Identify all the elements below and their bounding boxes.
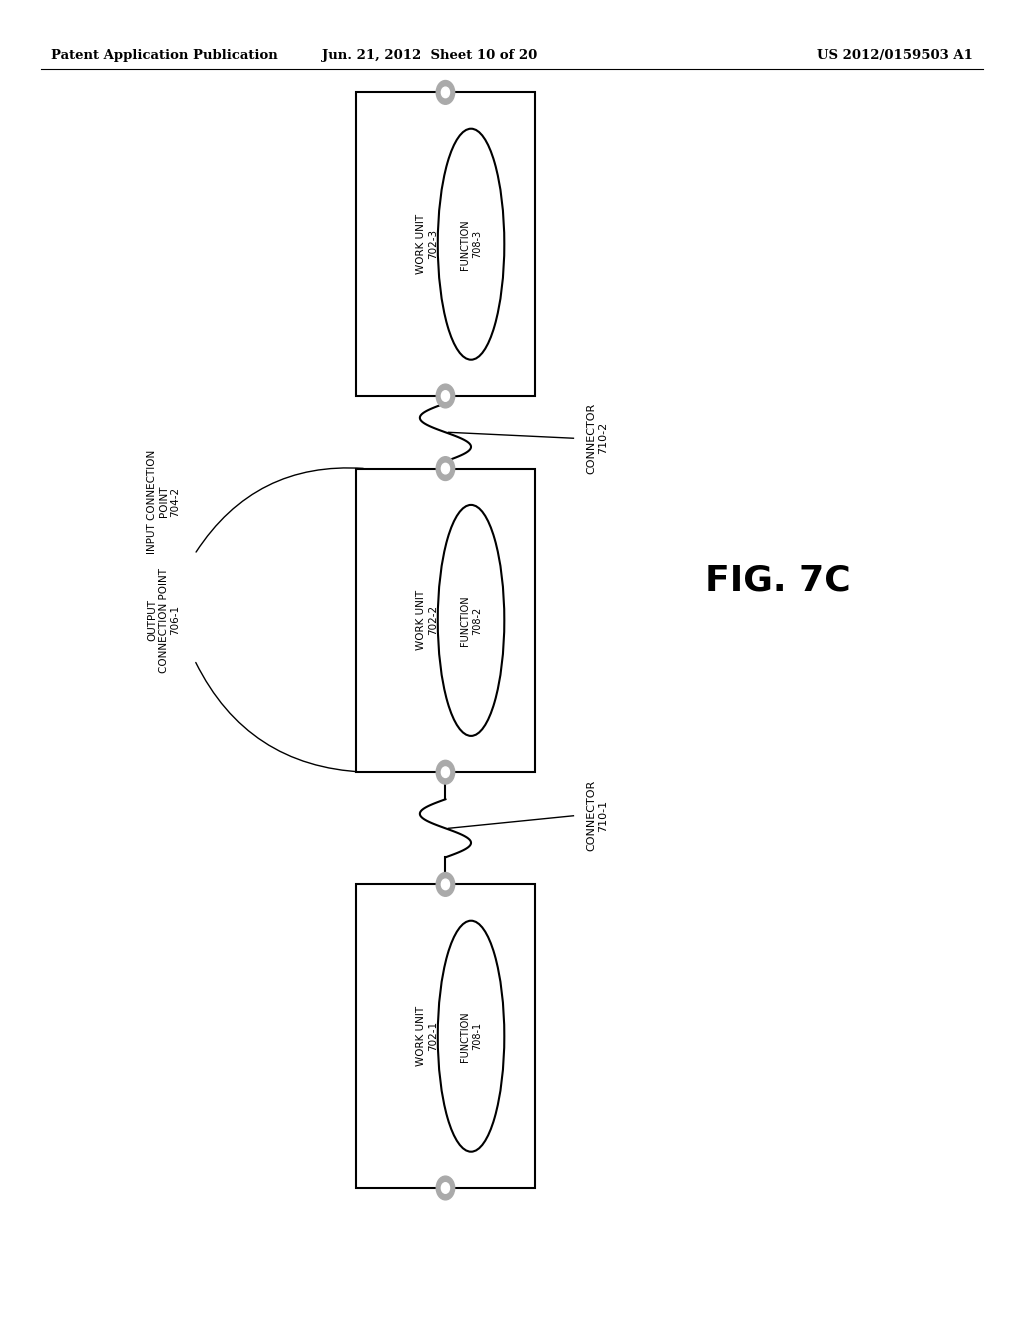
Text: WORK UNIT
702-1: WORK UNIT 702-1	[416, 1006, 438, 1067]
Circle shape	[441, 87, 450, 98]
Circle shape	[436, 81, 455, 104]
Circle shape	[436, 384, 455, 408]
Circle shape	[441, 767, 450, 777]
Circle shape	[441, 1183, 450, 1193]
Circle shape	[436, 760, 455, 784]
Text: FUNCTION
708-3: FUNCTION 708-3	[460, 219, 482, 269]
Text: OUTPUT
CONNECTION POINT
706-1: OUTPUT CONNECTION POINT 706-1	[147, 568, 180, 673]
Ellipse shape	[438, 129, 505, 360]
Circle shape	[436, 873, 455, 896]
Text: FIG. 7C: FIG. 7C	[706, 564, 851, 598]
Text: FUNCTION
708-1: FUNCTION 708-1	[460, 1011, 482, 1061]
Circle shape	[436, 457, 455, 480]
Ellipse shape	[438, 921, 505, 1151]
FancyBboxPatch shape	[356, 884, 535, 1188]
Text: Jun. 21, 2012  Sheet 10 of 20: Jun. 21, 2012 Sheet 10 of 20	[323, 49, 538, 62]
Text: US 2012/0159503 A1: US 2012/0159503 A1	[817, 49, 973, 62]
FancyBboxPatch shape	[356, 92, 535, 396]
Circle shape	[441, 391, 450, 401]
Text: CONNECTOR
710-2: CONNECTOR 710-2	[586, 403, 608, 474]
Ellipse shape	[438, 504, 505, 737]
Text: WORK UNIT
702-3: WORK UNIT 702-3	[416, 214, 438, 275]
Text: INPUT CONNECTION
POINT
704-2: INPUT CONNECTION POINT 704-2	[147, 450, 180, 553]
Text: FUNCTION
708-2: FUNCTION 708-2	[460, 595, 482, 645]
Circle shape	[441, 463, 450, 474]
Circle shape	[441, 879, 450, 890]
Text: Patent Application Publication: Patent Application Publication	[51, 49, 278, 62]
FancyBboxPatch shape	[356, 469, 535, 772]
Circle shape	[436, 1176, 455, 1200]
Text: CONNECTOR
710-1: CONNECTOR 710-1	[586, 780, 608, 851]
Text: WORK UNIT
702-2: WORK UNIT 702-2	[416, 590, 438, 651]
